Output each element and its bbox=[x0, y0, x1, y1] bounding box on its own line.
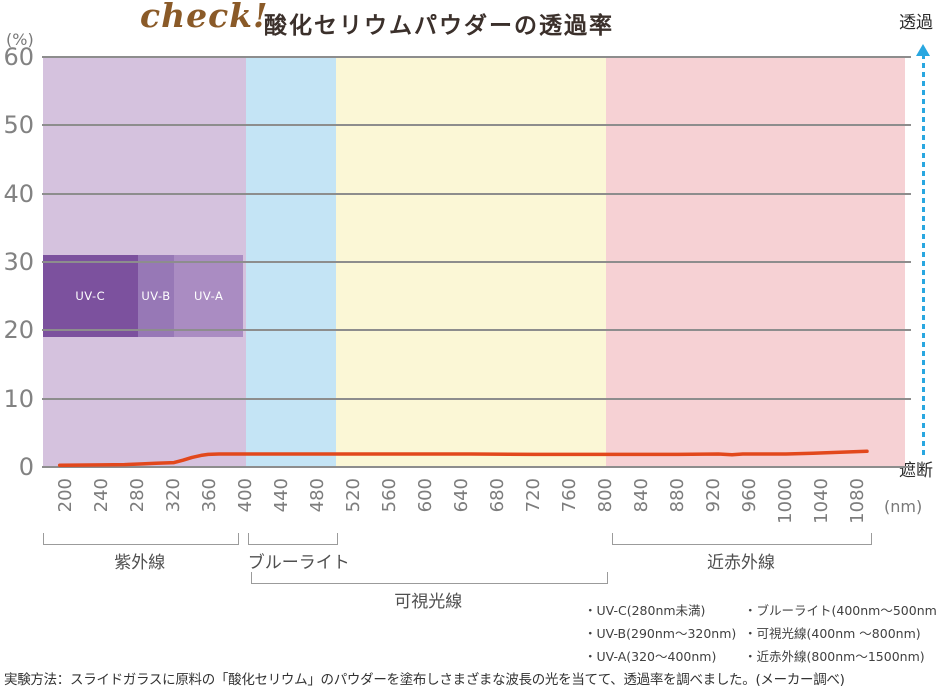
legend-item-uvb: ・UV-B(290nm〜320nm) bbox=[584, 626, 737, 641]
legend-column-uv: ・UV-C(280nm未満) ・UV-B(290nm〜320nm) ・UV-A(… bbox=[584, 599, 784, 668]
y-tick-label-40: 40 bbox=[3, 179, 34, 208]
range-bracket-label-紫外線: 紫外線 bbox=[114, 553, 166, 573]
x-tick-label-480: 480 bbox=[307, 478, 328, 513]
gridline-0 bbox=[42, 466, 911, 468]
check-script-logo: check! bbox=[140, 0, 269, 35]
gridline-10 bbox=[42, 397, 911, 400]
legend-item-bluelight: ・ブルーライト(400nm〜500nm) bbox=[744, 603, 936, 618]
uv-band-uv-b: UV-B bbox=[138, 255, 174, 338]
gridline-60 bbox=[42, 56, 911, 58]
range-bracket-label-近赤外線: 近赤外線 bbox=[706, 553, 775, 573]
transmittance-line-layer bbox=[57, 449, 869, 467]
y-tick-label-60: 60 bbox=[3, 43, 34, 71]
gridline-50 bbox=[42, 124, 911, 127]
x-tick-label-360: 360 bbox=[199, 478, 220, 513]
gridline-30 bbox=[42, 261, 911, 263]
transmittance-line bbox=[57, 449, 869, 467]
legend-item-uva: ・UV-A(320〜400nm) bbox=[584, 649, 717, 664]
x-tick-label-920: 920 bbox=[703, 478, 724, 513]
gridline-40 bbox=[42, 192, 911, 195]
experiment-method-caption: 実験方法：スライドガラスに原料の「酸化セリウム」のパウダーを塗布しさまざまな波長… bbox=[4, 672, 845, 688]
x-tick-label-240: 240 bbox=[91, 478, 112, 513]
page-title: 酸化セリウムパウダーの透過率 bbox=[264, 13, 614, 39]
x-tick-label-200: 200 bbox=[55, 478, 76, 513]
x-tick-label-680: 680 bbox=[487, 478, 508, 513]
x-tick-label-440: 440 bbox=[271, 478, 292, 513]
x-tick-label-520: 520 bbox=[343, 478, 364, 513]
x-tick-label-400: 400 bbox=[235, 478, 256, 513]
x-axis-unit-label: (nm) bbox=[884, 497, 923, 516]
arrow-head-up-icon bbox=[916, 44, 930, 56]
y-axis-tick-labels: 60 50 40 30 20 10 0 bbox=[0, 43, 34, 481]
transmit-direction-arrow bbox=[915, 44, 931, 460]
x-tick-label-600: 600 bbox=[415, 478, 436, 513]
arrow-dashed-shaft bbox=[921, 54, 925, 456]
legend-item-uvc: ・UV-C(280nm未満) bbox=[584, 603, 706, 618]
y-tick-label-20: 20 bbox=[3, 316, 34, 345]
y-tick-label-0: 0 bbox=[18, 453, 34, 481]
range-bracket-label-ブルーライト: ブルーライト bbox=[247, 553, 350, 573]
x-tick-label-720: 720 bbox=[523, 478, 544, 513]
x-tick-label-800: 800 bbox=[595, 478, 616, 513]
uv-band-uv-a: UV-A bbox=[174, 255, 244, 338]
x-tick-label-560: 560 bbox=[379, 478, 400, 513]
y-tick-label-50: 50 bbox=[3, 111, 34, 140]
x-tick-label-640: 640 bbox=[451, 478, 472, 513]
x-tick-label-1040: 1040 bbox=[811, 478, 832, 524]
legend-column-visible: ・ブルーライト(400nm〜500nm) ・可視光線(400nm 〜800nm)… bbox=[744, 599, 936, 668]
x-tick-label-280: 280 bbox=[127, 478, 148, 513]
gridline-20 bbox=[42, 329, 911, 332]
transmit-label: 透過 bbox=[899, 13, 933, 33]
x-tick-label-1080: 1080 bbox=[847, 478, 868, 524]
x-tick-label-960: 960 bbox=[739, 478, 760, 513]
range-bracket-可視光線 bbox=[250, 572, 608, 584]
x-tick-label-880: 880 bbox=[667, 478, 688, 513]
x-tick-label-760: 760 bbox=[559, 478, 580, 513]
y-tick-label-10: 10 bbox=[3, 384, 34, 413]
y-tick-label-30: 30 bbox=[3, 248, 34, 276]
x-tick-label-320: 320 bbox=[163, 478, 184, 513]
uv-band-uv-c: UV-C bbox=[42, 255, 138, 338]
x-tick-label-840: 840 bbox=[631, 478, 652, 513]
range-bracket-label-可視光線: 可視光線 bbox=[394, 592, 463, 612]
x-axis-tick-labels: 200 240 280 320 360 400 440 480 520 560 600 640 680 7… bbox=[42, 467, 932, 542]
plot-area: UV-C UV-B UV-A bbox=[42, 56, 911, 468]
legend-item-visible: ・可視光線(400nm 〜800nm) bbox=[744, 626, 921, 641]
y-axis-unit-label: (%) bbox=[6, 30, 34, 49]
x-tick-label-1000: 1000 bbox=[775, 478, 796, 524]
legend-item-nir: ・近赤外線(800nm〜1500nm) bbox=[744, 649, 925, 664]
